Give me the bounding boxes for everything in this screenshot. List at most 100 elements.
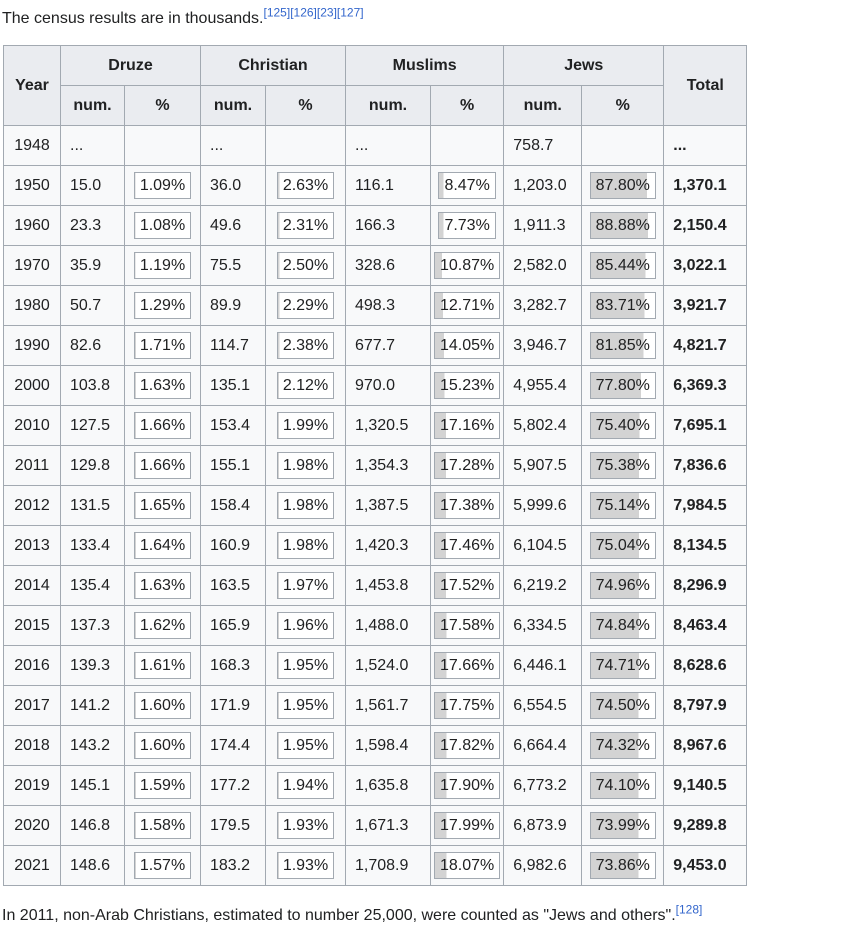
year-cell: 2013 <box>3 525 61 566</box>
jews-pct-bar: 74.32% <box>589 732 656 759</box>
druze-pct-cell: 1.60% <box>124 685 201 726</box>
druze-pct-bar: 1.29% <box>133 292 192 319</box>
christian-pct-bar: 1.98% <box>276 492 335 519</box>
jews-num-cell: 6,554.5 <box>503 685 583 726</box>
christian-pct-cell: 1.98% <box>265 445 346 486</box>
druze-pct-cell: 1.59% <box>124 765 201 806</box>
druze-num-cell: 143.2 <box>60 725 125 766</box>
muslims-pct-bar: 12.71% <box>434 292 501 319</box>
total-cell: 3,921.7 <box>663 285 748 326</box>
druze-pct-cell: 1.63% <box>124 365 201 406</box>
christian-pct-cell: 1.98% <box>265 485 346 526</box>
jews-num-cell: 1,911.3 <box>503 205 583 246</box>
jews-num-cell: 3,282.7 <box>503 285 583 326</box>
jews-pct-bar: 75.40% <box>589 412 656 439</box>
jews-pct-cell: 74.71% <box>581 645 665 686</box>
jews-num-cell: 6,104.5 <box>503 525 583 566</box>
table-row: 1970 35.9 1.19% 75.5 2.50% 328.6 10.87% 2,582.0… <box>3 245 748 286</box>
druze-pct-bar: 1.57% <box>133 852 192 879</box>
muslims-num-cell: 1,598.4 <box>345 725 431 766</box>
christian-pct-cell <box>265 125 346 166</box>
druze-num-cell: 145.1 <box>60 765 125 806</box>
header-muslims-num: num. <box>345 85 431 126</box>
druze-pct-bar: 1.60% <box>133 692 192 719</box>
muslims-num-cell: 970.0 <box>345 365 431 406</box>
jews-num-cell: 4,955.4 <box>503 365 583 406</box>
jews-pct-cell: 75.38% <box>581 445 665 486</box>
christian-pct-cell: 1.94% <box>265 765 346 806</box>
citation-link-127[interactable]: [127] <box>336 5 364 20</box>
jews-num-cell: 6,982.6 <box>503 845 583 886</box>
header-total: Total <box>663 45 748 126</box>
muslims-pct-cell: 15.23% <box>429 365 505 406</box>
druze-num-cell: 141.2 <box>60 685 125 726</box>
muslims-pct-bar: 17.99% <box>434 812 501 839</box>
muslims-pct-bar: 17.52% <box>434 572 501 599</box>
total-cell: 4,821.7 <box>663 325 748 366</box>
total-cell: ... <box>663 125 748 166</box>
total-cell: 8,134.5 <box>663 525 748 566</box>
citation-125: [125] <box>263 6 290 20</box>
muslims-pct-cell: 17.58% <box>429 605 505 646</box>
jews-pct-cell <box>581 125 665 166</box>
jews-pct-bar: 87.80% <box>589 172 656 199</box>
header-druze-pct: % <box>124 85 201 126</box>
muslims-num-cell: 166.3 <box>345 205 431 246</box>
muslims-num-cell: 1,635.8 <box>345 765 431 806</box>
jews-pct-bar: 75.04% <box>589 532 656 559</box>
muslims-pct-bar: 17.28% <box>434 452 501 479</box>
jews-pct-cell: 88.88% <box>581 205 665 246</box>
druze-pct-bar: 1.66% <box>133 452 192 479</box>
druze-pct-bar: 1.08% <box>133 212 192 239</box>
jews-num-cell: 758.7 <box>503 125 583 166</box>
muslims-pct-bar: 17.38% <box>434 492 501 519</box>
muslims-num-cell: 116.1 <box>345 165 431 206</box>
total-cell: 9,140.5 <box>663 765 748 806</box>
footnote-text: In 2011, non-Arab Christians, estimated … <box>2 902 849 926</box>
druze-pct-cell: 1.61% <box>124 645 201 686</box>
jews-pct-cell: 74.96% <box>581 565 665 606</box>
total-cell: 2,150.4 <box>663 205 748 246</box>
year-cell: 2014 <box>3 565 61 606</box>
muslims-num-cell: 1,708.9 <box>345 845 431 886</box>
druze-pct-cell: 1.66% <box>124 405 201 446</box>
druze-pct-cell: 1.58% <box>124 805 201 846</box>
jews-num-cell: 6,219.2 <box>503 565 583 606</box>
year-cell: 2021 <box>3 845 61 886</box>
druze-pct-bar: 1.09% <box>133 172 192 199</box>
citation-link-128[interactable]: [128] <box>675 902 703 917</box>
jews-pct-bar: 73.86% <box>589 852 656 879</box>
citation-link-125[interactable]: [125] <box>263 5 291 20</box>
table-row: 2020 146.8 1.58% 179.5 1.93% 1,671.3 17.99% 6,8… <box>3 805 748 846</box>
druze-pct-cell <box>124 125 201 166</box>
jews-pct-bar: 88.88% <box>589 212 656 239</box>
jews-num-cell: 6,334.5 <box>503 605 583 646</box>
christian-num-cell: 183.2 <box>200 845 266 886</box>
jews-num-cell: 5,907.5 <box>503 445 583 486</box>
header-jews-pct: % <box>581 85 665 126</box>
table-row: 2013 133.4 1.64% 160.9 1.98% 1,420.3 17.46% 6,1… <box>3 525 748 566</box>
christian-num-cell: ... <box>200 125 266 166</box>
header-group-christian: Christian <box>200 45 346 86</box>
header-row-subcols: num. % num. % num. % num. % <box>4 85 747 126</box>
table-row: 1948......... 758.7... <box>3 125 748 166</box>
table-row: 2021 148.6 1.57% 183.2 1.93% 1,708.9 18.07% 6,9… <box>3 845 748 886</box>
muslims-pct-cell: 12.71% <box>429 285 505 326</box>
christian-pct-cell: 1.93% <box>265 845 346 886</box>
year-cell: 1960 <box>3 205 61 246</box>
jews-pct-cell: 74.84% <box>581 605 665 646</box>
year-cell: 2010 <box>3 405 61 446</box>
christian-pct-cell: 1.96% <box>265 605 346 646</box>
druze-pct-bar: 1.19% <box>133 252 192 279</box>
header-christian-pct: % <box>265 85 346 126</box>
druze-num-cell: 103.8 <box>60 365 125 406</box>
citation-link-126[interactable]: [126] <box>290 5 317 20</box>
muslims-pct-bar: 17.16% <box>434 412 501 439</box>
header-muslims-pct: % <box>429 85 505 126</box>
citation-link-23[interactable]: [23] <box>316 5 337 20</box>
druze-pct-cell: 1.19% <box>124 245 201 286</box>
druze-pct-bar: 1.59% <box>133 772 192 799</box>
christian-pct-cell: 1.95% <box>265 645 346 686</box>
muslims-num-cell: 1,671.3 <box>345 805 431 846</box>
druze-pct-bar: 1.58% <box>133 812 192 839</box>
